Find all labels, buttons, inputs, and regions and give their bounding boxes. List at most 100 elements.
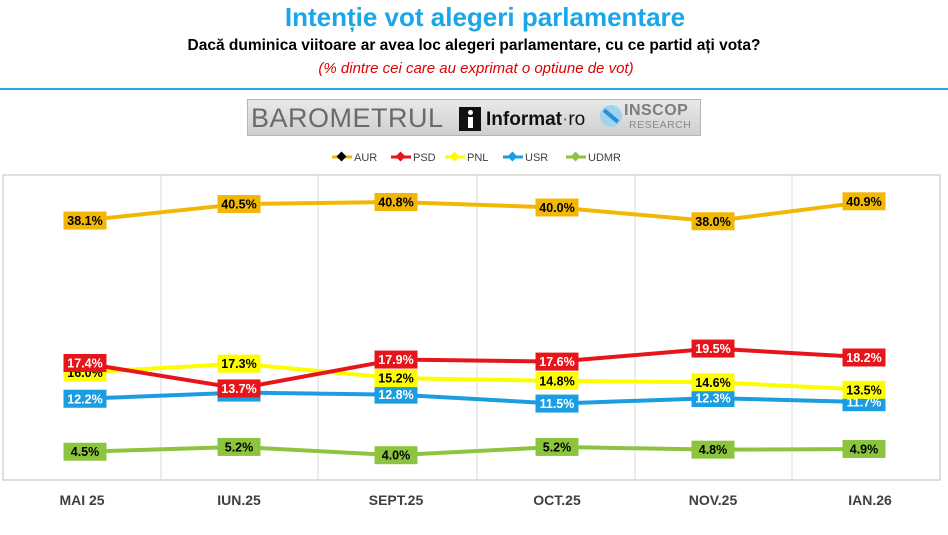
data-label-pnl-3: 15.2% [374, 369, 418, 388]
data-label-text-usr-1: 12.2% [67, 392, 102, 406]
data-label-udmr-5: 4.8% [691, 440, 735, 459]
data-label-box-pnl-4 [535, 371, 579, 390]
sponsor-logo-bar: BAROMETRUL Informat·ro INSCOP RESEARCH [247, 99, 701, 136]
legend-label-usr: USR [525, 152, 548, 164]
data-label-text-aur-6: 40.9% [846, 195, 881, 209]
series-line-aur [81, 199, 871, 224]
inscop-logo: INSCOP [624, 102, 689, 119]
informat-logo-text: Informat [486, 109, 562, 130]
data-label-text-psd-6: 18.2% [846, 351, 881, 365]
legend-marker-udmr [570, 151, 581, 162]
informat-logo-suffix: ro [568, 109, 586, 130]
legend-item-psd: PSD [391, 151, 436, 164]
data-label-box-udmr-6 [842, 439, 886, 458]
data-label-text-aur-1: 38.1% [67, 214, 102, 228]
page-title: Intenție vot alegeri parlamentare [284, 2, 686, 32]
data-label-usr-1: 12.2% [63, 389, 107, 408]
barometrul-logo: BAROMETRUL [251, 103, 444, 133]
data-label-box-psd-3 [374, 350, 418, 369]
data-label-text-pnl-2: 17.3% [221, 357, 256, 371]
data-label-pnl-4: 14.8% [535, 371, 579, 390]
legend-item-usr: USR [503, 151, 548, 164]
data-label-text-aur-2: 40.5% [221, 198, 256, 212]
data-label-text-pnl-6: 13.5% [846, 383, 881, 397]
data-label-text-psd-2: 13.7% [221, 382, 256, 396]
data-label-aur-4: 40.0% [535, 198, 579, 217]
data-label-aur-3: 40.8% [374, 192, 418, 211]
data-label-box-aur-6 [842, 192, 886, 211]
data-label-text-aur-4: 40.0% [539, 201, 574, 215]
plot-frame [2, 174, 941, 481]
data-label-text-pnl-5: 14.6% [695, 376, 730, 390]
x-tick-iun-25: IUN.25 [217, 492, 261, 508]
data-label-usr-5: 12.3% [691, 389, 735, 408]
inscop-icon [600, 105, 622, 127]
data-label-text-udmr-1: 4.5% [71, 445, 100, 459]
data-label-box-udmr-1 [63, 442, 107, 461]
data-label-text-usr-4: 11.5% [540, 397, 575, 411]
legend-marker-aur [336, 151, 347, 162]
data-label-box-psd-5 [691, 339, 735, 358]
x-tick-mai-25: MAI 25 [59, 492, 104, 508]
data-label-box-udmr-3 [374, 446, 418, 465]
data-label-text-udmr-2: 5.2% [225, 440, 254, 454]
data-label-udmr-1: 4.5% [63, 442, 107, 461]
data-label-udmr-2: 5.2% [217, 437, 261, 456]
data-label-box-aur-5 [691, 212, 735, 231]
data-label-text-udmr-6: 4.9% [850, 442, 879, 456]
series-line-usr [81, 390, 871, 406]
data-label-text-pnl-3: 15.2% [378, 372, 413, 386]
data-label-box-aur-4 [535, 198, 579, 217]
x-tick-sept-25: SEPT.25 [369, 492, 424, 508]
chart-note: (% dintre cei care au exprimat o optiune… [318, 60, 634, 77]
data-label-text-udmr-5: 4.8% [699, 443, 728, 457]
legend-item-udmr: UDMR [566, 151, 621, 164]
data-label-box-aur-1 [63, 211, 107, 230]
data-label-box-psd-2 [217, 379, 261, 398]
data-label-psd-2: 13.7% [217, 379, 261, 398]
data-label-box-udmr-5 [691, 440, 735, 459]
x-tick-ian-26: IAN.26 [848, 492, 892, 508]
page-subtitle: Dacă duminica viitoare ar avea loc alege… [187, 37, 761, 54]
legend-marker-usr [507, 151, 518, 162]
data-label-text-psd-3: 17.9% [378, 353, 413, 367]
data-label-box-pnl-6 [842, 380, 886, 399]
x-tick-nov-25: NOV.25 [689, 492, 738, 508]
data-label-pnl-2: 17.3% [217, 354, 261, 373]
data-label-box-udmr-2 [217, 437, 261, 456]
data-label-box-usr-4 [535, 394, 579, 413]
data-label-text-psd-1: 17.4% [67, 356, 102, 370]
inscop-research-label: RESEARCH [629, 119, 692, 131]
data-label-psd-4: 17.6% [535, 352, 579, 371]
data-label-box-pnl-2 [217, 354, 261, 373]
data-label-aur-1: 38.1% [63, 211, 107, 230]
data-label-text-pnl-4: 14.8% [539, 374, 574, 388]
data-label-usr-3: 12.8% [374, 385, 418, 404]
legend-item-aur: AUR [332, 151, 377, 164]
data-label-box-usr-3 [374, 385, 418, 404]
data-label-text-usr-5: 12.3% [695, 392, 730, 406]
data-label-box-aur-3 [374, 192, 418, 211]
series-line-udmr [81, 444, 871, 458]
legend-label-aur: AUR [354, 152, 377, 164]
legend-marker-pnl [449, 151, 460, 162]
data-label-text-aur-3: 40.8% [378, 195, 413, 209]
data-label-text-aur-5: 38.0% [695, 215, 730, 229]
data-label-usr-4: 11.5% [535, 394, 579, 413]
data-label-psd-5: 19.5% [691, 339, 735, 358]
data-label-box-usr-5 [691, 389, 735, 408]
data-label-box-pnl-3 [374, 369, 418, 388]
legend-label-pnl: PNL [467, 152, 488, 164]
x-tick-oct-25: OCT.25 [533, 492, 581, 508]
data-label-udmr-6: 4.9% [842, 439, 886, 458]
data-label-text-usr-6: 11.7% [847, 396, 882, 410]
data-label-box-psd-4 [535, 352, 579, 371]
data-label-text-usr-3: 12.8% [378, 388, 413, 402]
data-label-aur-5: 38.0% [691, 212, 735, 231]
legend-label-udmr: UDMR [588, 152, 621, 164]
data-label-text-udmr-4: 5.2% [543, 440, 572, 454]
data-label-psd-1: 17.4% [63, 353, 107, 372]
informat-logo: Informat·ro [486, 109, 585, 131]
legend-item-pnl: PNL [445, 151, 488, 164]
